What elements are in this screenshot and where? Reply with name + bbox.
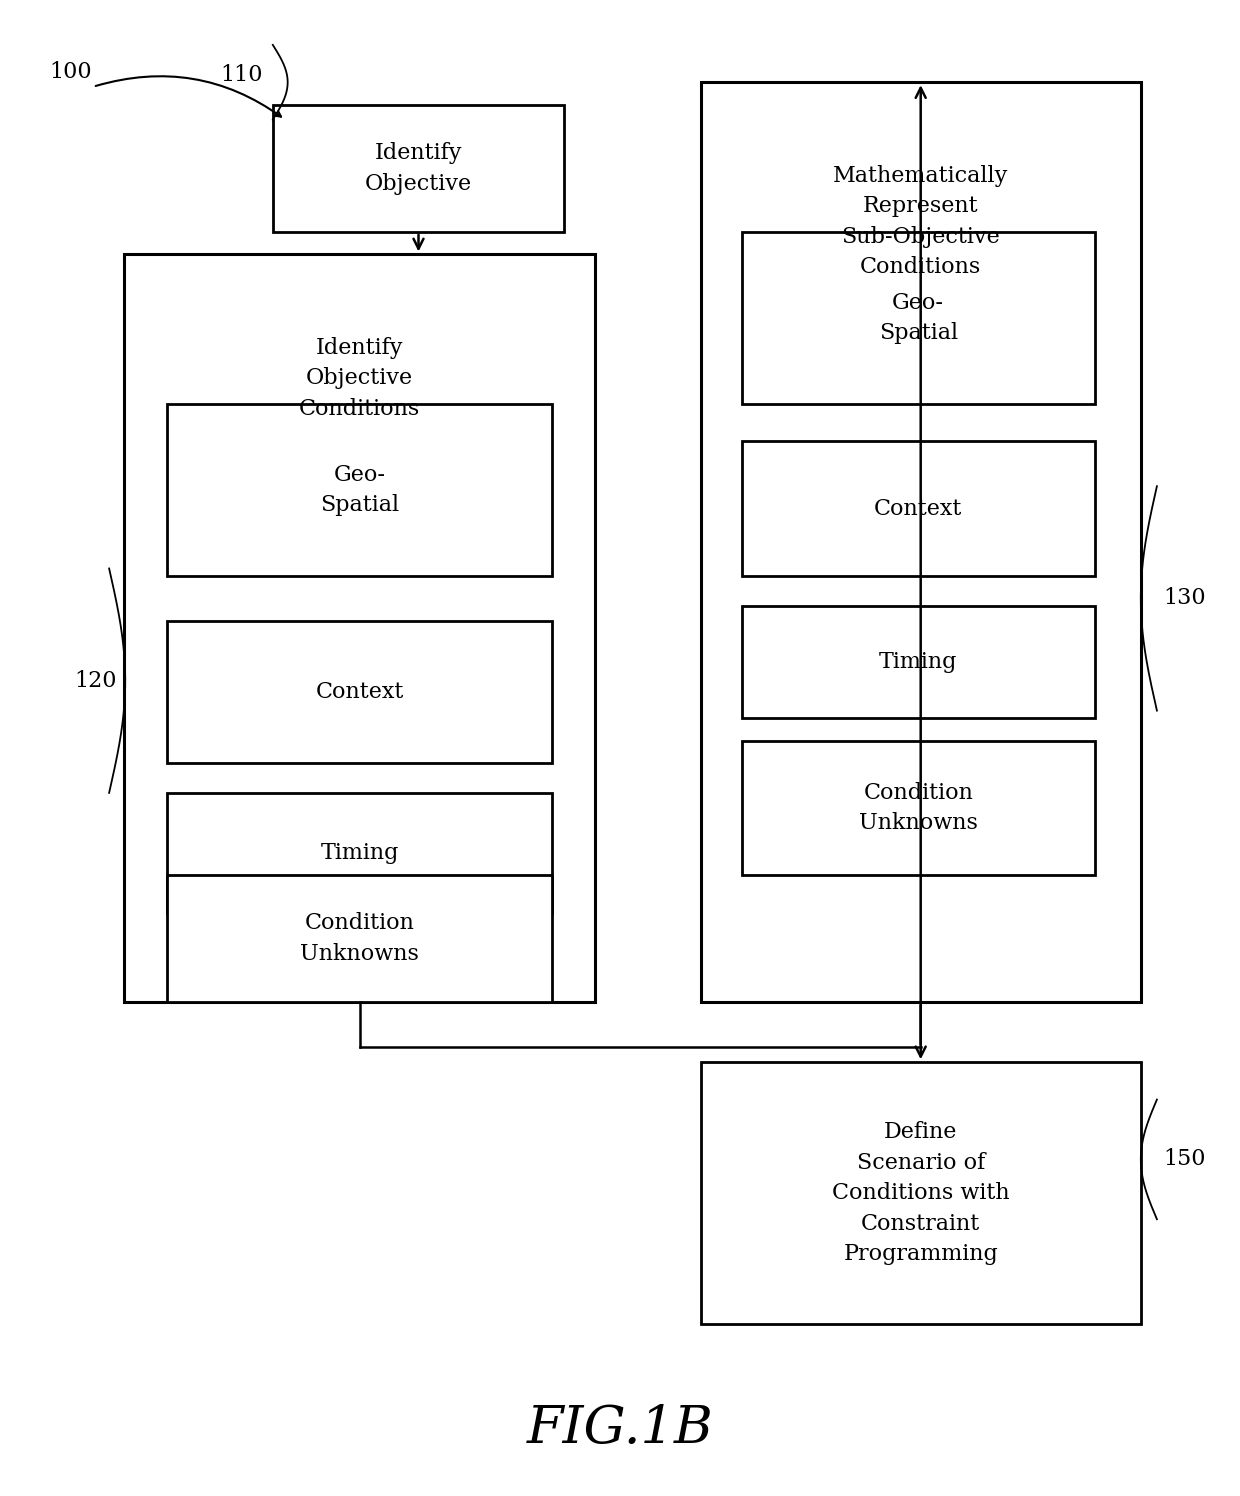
Bar [742, 606, 1095, 718]
Text: Context: Context [315, 681, 404, 703]
Bar [273, 105, 564, 232]
Text: 120: 120 [74, 670, 117, 691]
Text: Mathematically
Represent
Sub-Objective
Conditions: Mathematically Represent Sub-Objective C… [833, 165, 1008, 278]
Text: 110: 110 [221, 64, 263, 85]
Bar [742, 232, 1095, 404]
Bar [742, 741, 1095, 875]
Text: Identify
Objective
Conditions: Identify Objective Conditions [299, 337, 420, 419]
Text: Timing: Timing [879, 651, 957, 673]
Text: Geo-
Spatial: Geo- Spatial [320, 464, 399, 516]
Bar [167, 621, 552, 763]
Text: Condition
Unknowns: Condition Unknowns [300, 913, 419, 965]
Text: Define
Scenario of
Conditions with
Constraint
Programming: Define Scenario of Conditions with Const… [832, 1121, 1009, 1266]
Bar [701, 1062, 1141, 1324]
Bar [167, 793, 552, 913]
Bar [167, 875, 552, 1002]
Text: Context: Context [874, 498, 962, 519]
Bar [167, 404, 552, 576]
Text: 150: 150 [1163, 1149, 1205, 1170]
Text: Geo-
Spatial: Geo- Spatial [879, 292, 957, 344]
Bar [742, 441, 1095, 576]
Text: 100: 100 [50, 61, 92, 82]
Text: 130: 130 [1163, 588, 1205, 609]
Text: FIG.1B: FIG.1B [527, 1403, 713, 1454]
Text: Condition
Unknowns: Condition Unknowns [859, 781, 977, 835]
Bar [124, 254, 595, 1002]
Text: Identify
Objective: Identify Objective [365, 142, 472, 194]
Text: Timing: Timing [320, 842, 399, 863]
Bar [701, 82, 1141, 1002]
